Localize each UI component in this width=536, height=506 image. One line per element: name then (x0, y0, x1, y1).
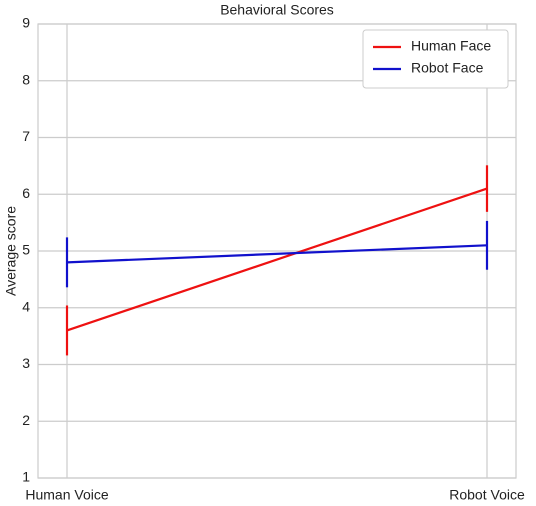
x-tick-label: Robot Voice (449, 487, 525, 503)
legend-box (362, 29, 509, 89)
y-tick-label: 2 (22, 412, 30, 428)
legend-label: Robot Face (411, 60, 484, 76)
y-tick-label: 9 (22, 15, 30, 31)
legend-label: Human Face (411, 38, 491, 54)
chart-title: Behavioral Scores (220, 2, 334, 18)
x-tick-label: Human Voice (25, 487, 108, 503)
y-tick-label: 3 (22, 355, 30, 371)
y-tick-label: 8 (22, 71, 30, 87)
legend: Human Face Robot Face (362, 29, 509, 89)
y-tick-label: 1 (22, 469, 30, 485)
y-tick-label: 6 (22, 185, 30, 201)
y-tick-label: 7 (22, 128, 30, 144)
y-tick-label: 4 (22, 298, 30, 314)
y-tick-label: 5 (22, 242, 30, 258)
y-axis-label: Average score (3, 206, 19, 296)
series-line (66, 244, 488, 264)
plot-frame (37, 23, 517, 479)
series-line (66, 187, 488, 332)
